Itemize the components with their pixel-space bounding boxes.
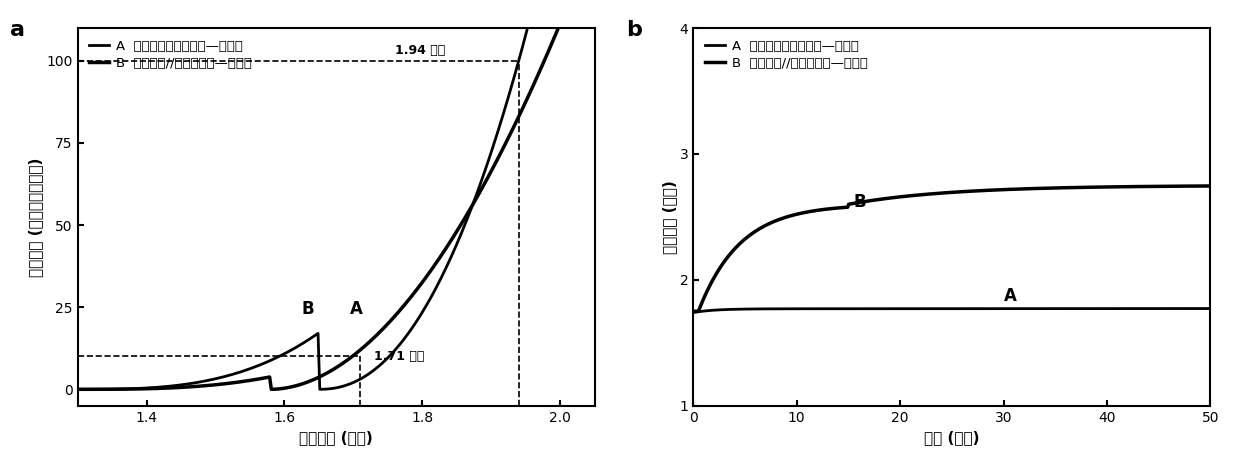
B [686,308,701,314]
Line: B: B [78,0,595,389]
B [993,187,1008,192]
Text: A: A [1003,287,1017,305]
B [387,314,402,320]
Legend: A  氢氧化钴硫化钴电极—双电极, B  铂碳电极//氧化钌电极—双电极: A 氢氧化钴硫化钴电极—双电极, B 铂碳电极//氧化钌电极—双电极 [699,34,873,75]
B [506,124,521,130]
A [935,306,950,311]
Legend: A  氢氧化钴硫化钴电极—双电极, B  铂碳电极//氧化钌电极—双电极: A 氢氧化钴硫化钴电极—双电极, B 铂碳电极//氧化钌电极—双电极 [84,34,257,75]
B [1190,183,1205,189]
Line: A: A [78,0,595,389]
B [71,386,86,392]
A [72,386,87,392]
Line: A: A [693,308,1210,313]
A [387,348,402,354]
B [539,53,554,59]
X-axis label: 时间 (小时): 时间 (小时) [924,430,980,445]
Text: 1.94 伏特: 1.94 伏特 [394,44,445,57]
A [506,76,521,82]
A [378,357,393,363]
A [1190,306,1205,311]
B [376,325,391,331]
B [1203,183,1218,189]
A [993,306,1008,311]
B [935,190,950,196]
Line: B: B [693,186,1210,311]
B [72,386,87,392]
Text: a: a [10,21,25,41]
Text: A: A [350,300,363,318]
A [931,306,946,311]
Text: B: B [853,193,867,211]
Text: 1.71 伏特: 1.71 伏特 [374,350,424,363]
A [686,310,701,315]
Y-axis label: 电流密度 (毫安每平方厘米): 电流密度 (毫安每平方厘米) [29,157,43,276]
A [71,386,86,392]
Y-axis label: 外加电势 (伏特): 外加电势 (伏特) [662,180,677,254]
X-axis label: 外加电势 (伏特): 外加电势 (伏特) [299,430,373,445]
A [376,359,391,364]
Text: B: B [301,300,315,318]
A [966,306,981,311]
B [378,323,393,329]
Text: b: b [626,21,642,41]
B [966,188,981,194]
B [1110,184,1125,190]
B [931,191,946,196]
A [1203,306,1218,311]
A [1110,306,1125,311]
